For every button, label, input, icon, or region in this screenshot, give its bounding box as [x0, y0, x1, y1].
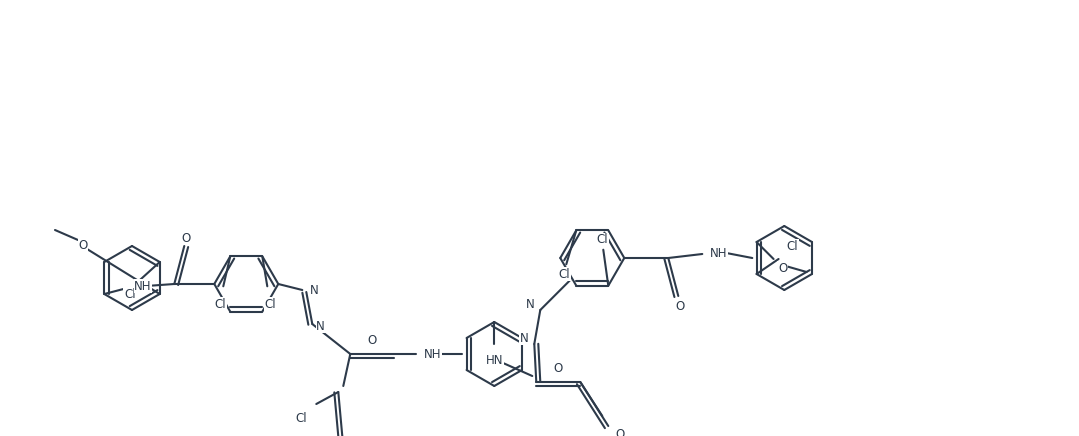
Text: O: O	[79, 238, 87, 252]
Text: Cl: Cl	[124, 287, 136, 300]
Text: N: N	[316, 320, 325, 333]
Text: N: N	[525, 297, 534, 310]
Text: O: O	[778, 262, 788, 275]
Text: NH: NH	[710, 246, 728, 259]
Text: NH: NH	[424, 347, 441, 361]
Text: Cl: Cl	[264, 298, 276, 311]
Text: Cl: Cl	[597, 233, 609, 246]
Text: NH: NH	[134, 279, 152, 293]
Text: Cl: Cl	[215, 298, 227, 311]
Text: O: O	[181, 232, 191, 245]
Text: O: O	[554, 361, 563, 375]
Text: N: N	[311, 283, 319, 296]
Text: O: O	[675, 300, 685, 313]
Text: Cl: Cl	[296, 412, 308, 425]
Text: N: N	[519, 331, 529, 344]
Text: O: O	[616, 428, 625, 436]
Text: Cl: Cl	[559, 268, 570, 281]
Text: O: O	[368, 334, 377, 347]
Text: HN: HN	[486, 354, 503, 367]
Text: Cl: Cl	[787, 239, 798, 252]
